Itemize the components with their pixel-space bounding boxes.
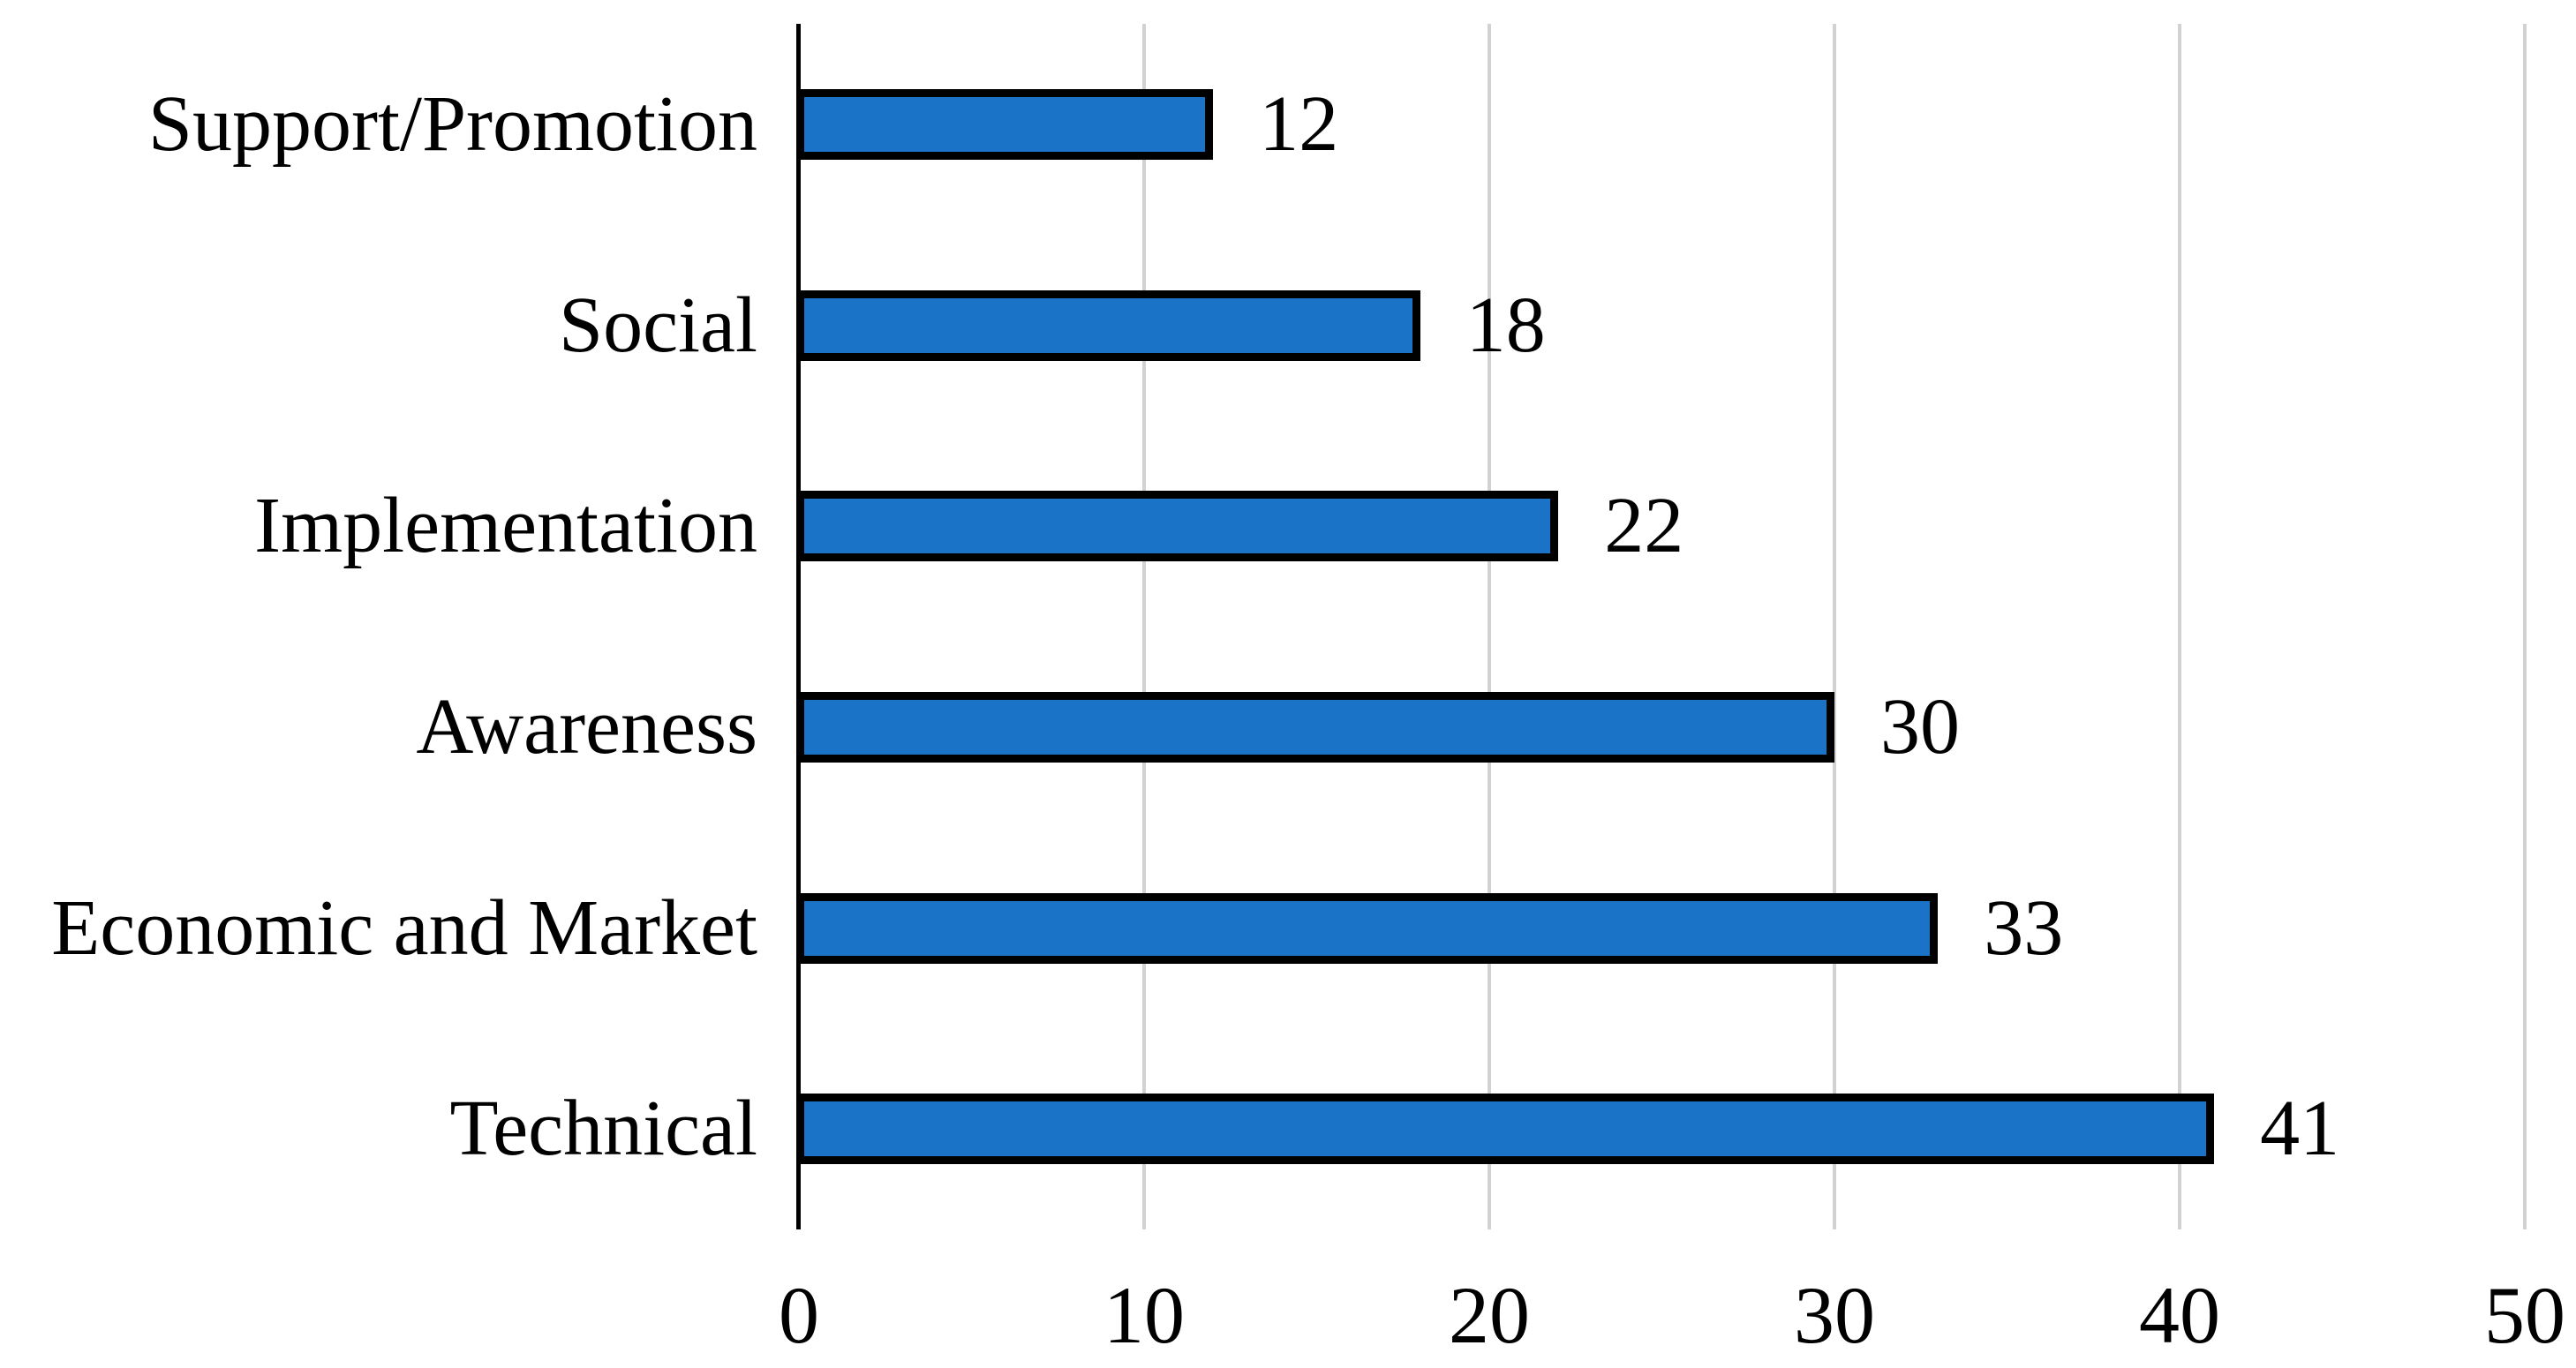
bar — [796, 88, 1214, 160]
category-label: Awareness — [416, 682, 757, 770]
bar — [796, 491, 1559, 562]
x-tick-label: 10 — [1103, 1270, 1185, 1360]
x-tick-label: 20 — [1449, 1270, 1530, 1360]
gridline — [1488, 24, 1491, 1229]
gridline — [2178, 24, 2181, 1229]
y-axis-line — [796, 24, 801, 1229]
x-tick-label: 50 — [2484, 1270, 2565, 1360]
x-tick-label: 40 — [2139, 1270, 2220, 1360]
category-label: Technical — [449, 1085, 758, 1173]
bar-value-label: 22 — [1604, 482, 1684, 570]
category-label: Implementation — [254, 482, 757, 570]
x-tick-label: 30 — [1794, 1270, 1875, 1360]
x-tick-label: 0 — [779, 1270, 819, 1360]
bar — [796, 892, 1939, 964]
bar-value-label: 30 — [1880, 682, 1960, 770]
bar-value-label: 12 — [1259, 79, 1339, 168]
category-label: Support/Promotion — [147, 79, 757, 168]
bar-value-label: 18 — [1465, 281, 1546, 369]
category-label: Economic and Market — [51, 883, 757, 972]
gridline — [1833, 24, 1836, 1229]
bar-value-label: 33 — [1984, 883, 2064, 972]
bar — [796, 289, 1420, 361]
category-label: Social — [559, 281, 757, 369]
bar-value-label: 41 — [2260, 1085, 2340, 1173]
bar — [796, 1094, 2215, 1165]
gridline — [1142, 24, 1146, 1229]
gridline — [2523, 24, 2527, 1229]
bar — [796, 691, 1834, 763]
